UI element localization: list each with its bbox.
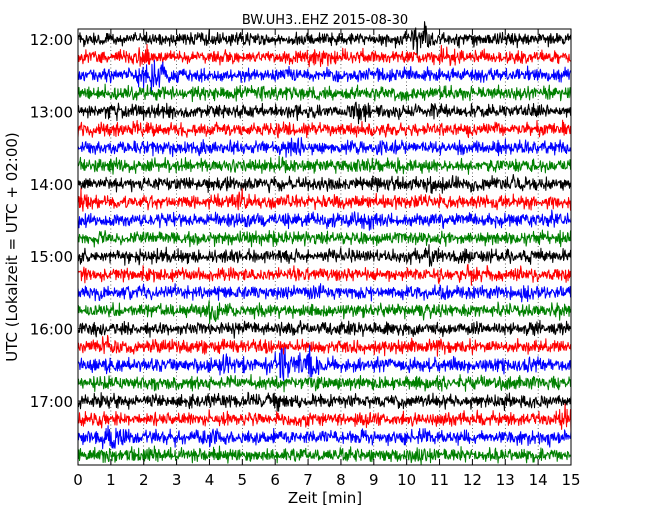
x-tick-label: 10 [397, 471, 416, 489]
x-tick-label: 15 [561, 471, 580, 489]
x-tick-label: 9 [369, 471, 379, 489]
x-tick-label: 0 [73, 471, 83, 489]
trace-14 [77, 283, 572, 303]
x-tick-label: 11 [430, 471, 449, 489]
trace-7 [77, 155, 572, 175]
trace-1 [77, 43, 572, 68]
x-tick-label: 3 [172, 471, 182, 489]
x-tick-label: 14 [529, 471, 548, 489]
trace-0 [77, 21, 572, 59]
y-tick-label: 17:00 [30, 393, 73, 411]
x-axis: 0 1 2 3 4 5 6 7 8 9 10 11 12 13 14 15 [73, 29, 581, 489]
y-tick-label: 14:00 [30, 176, 73, 194]
trace-13 [77, 263, 572, 286]
trace-10 [77, 209, 572, 231]
chart-title: BW.UH3..EHZ 2015-08-30 [242, 13, 408, 28]
trace-12 [77, 244, 572, 267]
x-tick-label: 6 [270, 471, 280, 489]
x-tick-label: 1 [106, 471, 116, 489]
y-tick-label: 16:00 [30, 321, 73, 339]
x-tick-label: 12 [463, 471, 482, 489]
trace-22 [77, 425, 572, 450]
trace-2 [77, 59, 572, 96]
trace-15 [77, 300, 572, 324]
trace-21 [77, 403, 572, 433]
y-axis: 12:00 13:00 14:00 15:00 16:00 17:00 [30, 31, 571, 411]
trace-8 [77, 173, 572, 195]
x-axis-label: Zeit [min] [288, 489, 362, 507]
y-tick-label: 13:00 [30, 103, 73, 121]
trace-4 [77, 101, 572, 125]
x-tick-label: 8 [336, 471, 346, 489]
y-axis-label: UTC (Lokalzeit = UTC + 02:00) [3, 132, 21, 362]
trace-19 [77, 374, 572, 393]
trace-17 [77, 334, 572, 357]
trace-23 [77, 445, 572, 465]
trace-18 [77, 344, 572, 381]
x-tick-label: 7 [303, 471, 313, 489]
trace-11 [77, 229, 572, 248]
trace-5 [77, 119, 572, 139]
x-tick-label: 2 [139, 471, 149, 489]
x-tick-label: 5 [238, 471, 248, 489]
trace-6 [77, 137, 572, 158]
trace-lines [77, 21, 572, 465]
y-tick-label: 15:00 [30, 248, 73, 266]
plot-frame [77, 28, 572, 466]
trace-3 [77, 83, 572, 103]
trace-16 [77, 319, 572, 339]
x-tick-label: 13 [496, 471, 515, 489]
y-tick-label: 12:00 [30, 31, 73, 49]
x-tick-label: 4 [205, 471, 215, 489]
trace-20 [77, 391, 572, 412]
trace-9 [77, 187, 572, 212]
